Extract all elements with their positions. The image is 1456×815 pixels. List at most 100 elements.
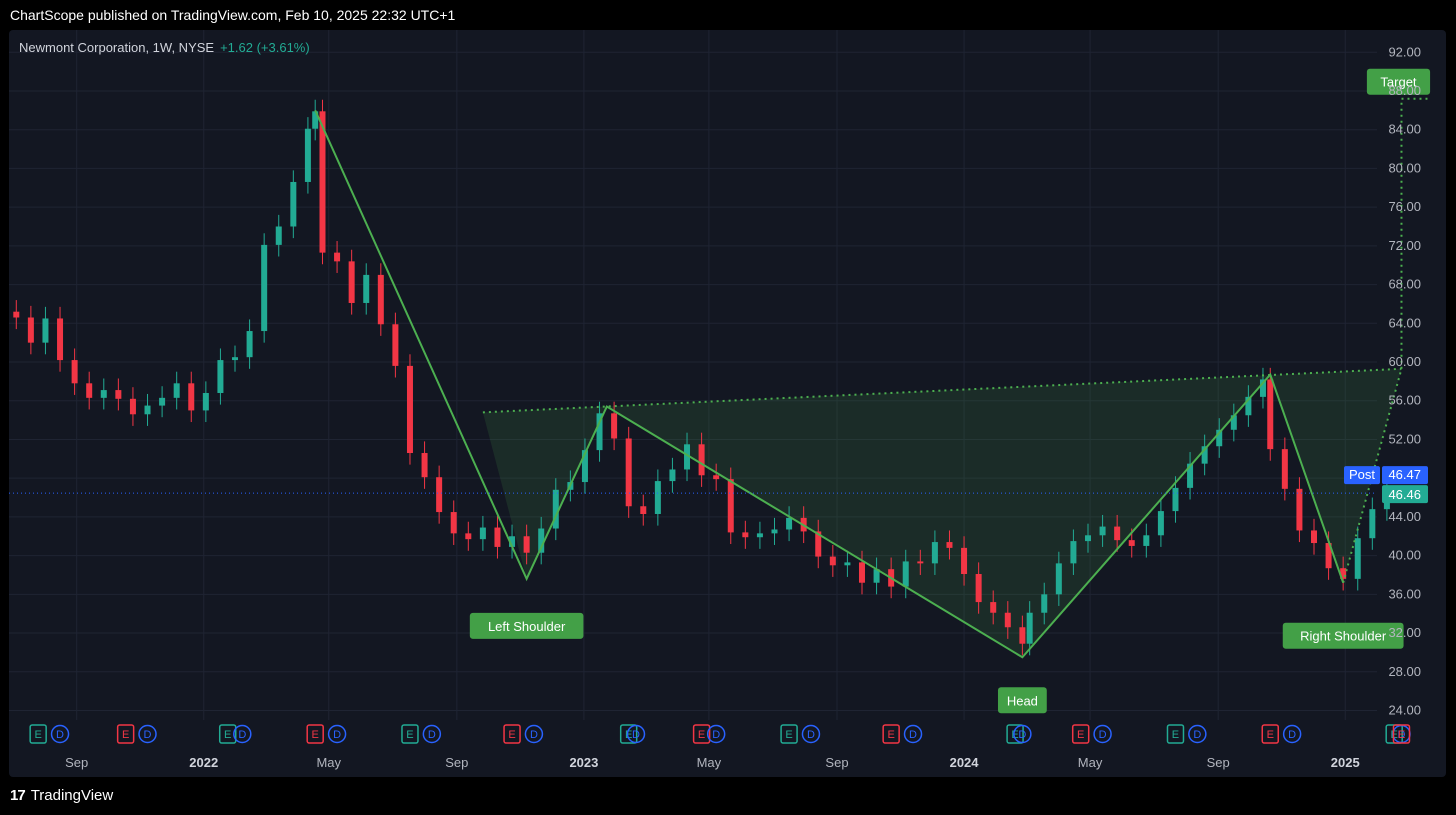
y-tick-label: 72.00 <box>1388 238 1421 253</box>
candle-body <box>42 318 49 343</box>
candle <box>1259 367 1266 409</box>
candle <box>1055 551 1062 606</box>
candle <box>625 426 632 518</box>
earnings-marker <box>306 724 324 744</box>
candle-body <box>57 318 64 361</box>
candle <box>173 371 180 410</box>
candle <box>392 312 399 378</box>
candle-body <box>421 453 428 478</box>
candle <box>1099 514 1106 547</box>
candle <box>465 521 472 551</box>
candle-body <box>523 536 530 553</box>
y-tick-label: 84.00 <box>1388 122 1421 137</box>
candle <box>1070 529 1077 575</box>
earnings-marker <box>692 724 711 744</box>
candle <box>858 550 865 595</box>
x-axis: Sep2022MaySep2023MaySep2024MaySep2025May… <box>65 755 1360 770</box>
candle <box>363 263 370 315</box>
footer-bar: 17 TradingView <box>0 777 1456 815</box>
candle <box>1026 601 1033 656</box>
dividend-marker <box>801 724 821 744</box>
candle-body <box>129 398 136 415</box>
candle-body <box>1114 526 1121 541</box>
event-marker-text: E <box>1077 729 1084 741</box>
event-marker-text: D <box>712 729 720 741</box>
event-marker-text: D <box>1288 729 1296 741</box>
candle-body <box>71 360 78 384</box>
candle <box>917 549 924 575</box>
candle <box>1004 601 1011 639</box>
dividend-marker <box>1188 724 1207 744</box>
candle <box>246 319 253 369</box>
candle <box>188 371 195 423</box>
event-marker-text: D <box>144 729 152 741</box>
candle-body <box>713 475 720 480</box>
candle-body <box>1157 511 1164 536</box>
x-tick-label: May <box>316 755 341 770</box>
candle <box>596 401 603 462</box>
event-marker-text: E <box>1011 729 1018 741</box>
candle-body <box>844 562 851 566</box>
post-label-badge <box>1344 466 1380 485</box>
x-tick-label: May <box>697 755 722 770</box>
dividend-marker <box>138 724 157 744</box>
earnings-marker <box>882 724 900 744</box>
x-tick-label: Sep <box>1207 755 1230 770</box>
event-markers: E D E D E D E D E D E D E D E D E D E D E D E D E D E D E DE <box>29 724 1411 744</box>
tradingview-brand[interactable]: 17 TradingView <box>10 787 113 804</box>
candle-body <box>946 542 953 548</box>
earnings-marker <box>1261 724 1280 744</box>
candle <box>523 524 530 565</box>
candle-body <box>611 413 618 439</box>
candle-body <box>1310 530 1317 544</box>
candle-body <box>436 477 443 513</box>
candle <box>640 494 647 526</box>
dividend-marker <box>1093 724 1112 744</box>
candle <box>115 378 122 411</box>
post-label-text: Post <box>1349 467 1375 482</box>
y-tick-label: 80.00 <box>1388 160 1421 175</box>
candle-body <box>786 517 793 530</box>
publisher-bar: ChartScope published on TradingView.com,… <box>0 0 1456 30</box>
candle-body <box>1041 594 1048 613</box>
x-tick-label: Sep <box>65 755 88 770</box>
candle <box>312 99 319 141</box>
candle-body <box>1354 538 1361 579</box>
right-shoulder-label-text: Right Shoulder <box>1300 629 1387 644</box>
post-price-badge <box>1382 466 1428 485</box>
event-marker-text: E <box>122 729 129 741</box>
candle-body <box>173 383 180 398</box>
dividend-marker <box>706 724 726 744</box>
candle-body <box>100 390 107 398</box>
candle <box>348 249 355 315</box>
target-label-text: Target <box>1380 75 1417 90</box>
dividend-marker <box>327 724 347 744</box>
candle <box>1201 434 1208 476</box>
candle <box>479 515 486 551</box>
candle <box>829 544 836 577</box>
candle-body <box>509 536 516 547</box>
candle <box>275 214 282 257</box>
candle-body <box>771 529 778 534</box>
event-marker-text: E <box>698 729 705 741</box>
candle-body <box>1099 526 1106 536</box>
chart-panel[interactable]: Left Shoulder Head Right Shoulder Target E D E… <box>9 30 1446 777</box>
candle-body <box>961 547 968 575</box>
candle-body <box>1340 568 1347 579</box>
event-marker-text: D <box>238 729 246 741</box>
candle-body <box>669 469 676 482</box>
candle-body <box>625 438 632 507</box>
candle-body <box>290 181 297 227</box>
candle-body <box>815 531 822 557</box>
candle-body <box>1143 535 1150 546</box>
earnings-marker <box>780 724 798 744</box>
candle <box>1340 556 1347 591</box>
candle-body <box>377 274 384 325</box>
candle <box>304 117 311 194</box>
candle-body <box>858 562 865 583</box>
candle-body <box>1230 415 1237 430</box>
earnings-marker <box>619 724 638 744</box>
left-shoulder-label-text: Left Shoulder <box>488 619 566 634</box>
candle-body <box>115 390 122 399</box>
